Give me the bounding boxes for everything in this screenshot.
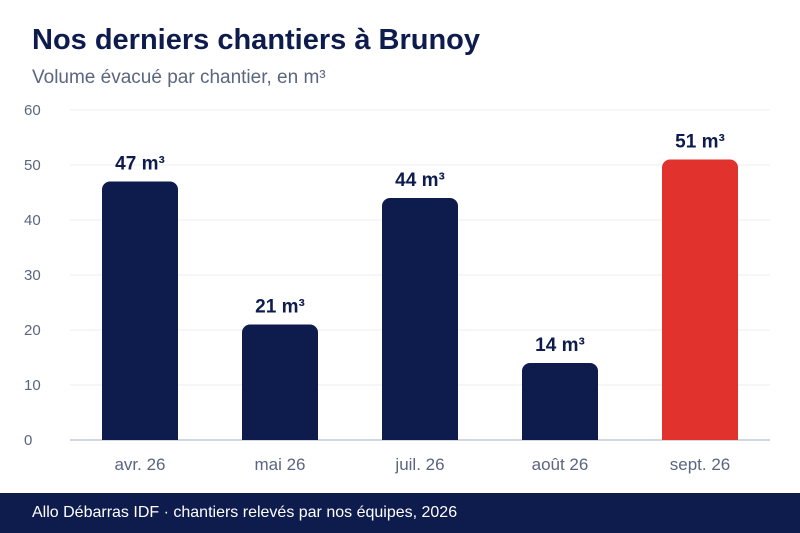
y-tick-label: 60: [24, 102, 41, 119]
data-label: 14 m³: [535, 335, 585, 356]
bar-base-5: [662, 432, 738, 440]
data-label: 47 m³: [115, 154, 165, 175]
y-tick-label: 20: [24, 322, 41, 339]
bar-4: [522, 363, 598, 440]
bar-base-2: [242, 432, 318, 440]
bar-5: [662, 159, 738, 440]
footer-source-text: Allo Débarras IDF · chantiers relevés pa…: [32, 504, 458, 521]
x-tick-label: juil. 26: [394, 455, 444, 474]
y-tick-label: 30: [24, 267, 41, 284]
bar-2: [242, 324, 318, 440]
chart-title: Nos derniers chantiers à Brunoy: [32, 24, 481, 56]
x-tick-label: sept. 26: [670, 455, 731, 474]
x-tick-label: mai 26: [254, 455, 305, 474]
x-tick-label: avr. 26: [114, 455, 165, 474]
y-tick-label: 0: [24, 432, 32, 449]
bar-3: [382, 198, 458, 440]
data-label: 51 m³: [675, 132, 725, 153]
data-label: 44 m³: [395, 170, 445, 191]
bar-base-1: [102, 432, 178, 440]
chart-subtitle: Volume évacué par chantier, en m³: [32, 67, 326, 88]
y-tick-label: 40: [24, 212, 41, 229]
data-label: 21 m³: [255, 297, 305, 318]
bar-base-4: [522, 432, 598, 440]
bar-1: [102, 181, 178, 440]
x-tick-label: août 26: [532, 455, 589, 474]
bar-base-3: [382, 432, 458, 440]
footer-bar: Allo Débarras IDF · chantiers relevés pa…: [0, 493, 800, 533]
y-tick-label: 10: [24, 377, 41, 394]
bar-chart: 0 10 20 30 40 50 60 47 m³ avr. 26 21 m³ mai 26 44 m…: [24, 102, 770, 474]
y-tick-label: 50: [24, 157, 41, 174]
